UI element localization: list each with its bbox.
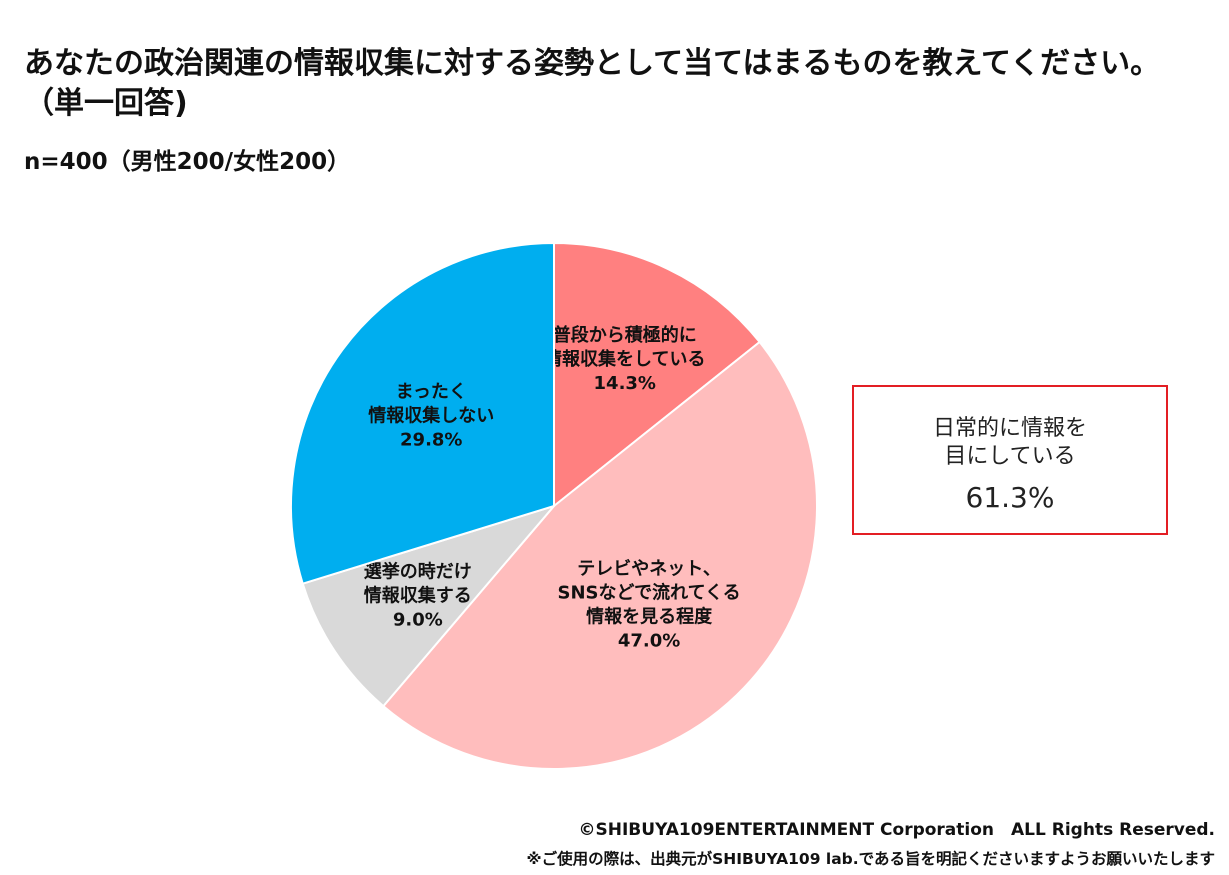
slice-category-label: 情報収集する [364, 585, 472, 607]
slice-value-label: 29.8% [400, 429, 462, 450]
slice-value-label: 9.0% [393, 610, 443, 631]
summary-callout-box: 日常的に情報を 目にしている 61.3% [852, 385, 1168, 535]
pie-slice [553, 241, 762, 509]
callout-value: 61.3% [965, 481, 1055, 514]
slice-category-label: 普段から積極的に [553, 324, 697, 346]
slice-label: 選挙の時だけ情報収集する 9.0% [364, 561, 472, 631]
slice-category-label: 情報を見る程度 [586, 605, 713, 627]
usage-notice: ※ご使用の際は、出典元がSHIBUYA109 lab.である旨を明記くださいます… [526, 850, 1215, 868]
callout-text: 日常的に情報を 目にしている [932, 416, 1087, 469]
pie-slice [301, 504, 557, 708]
slice-category-label: SNSなどで流れてくる [557, 581, 740, 603]
slice-value-label: 47.0% [618, 630, 680, 651]
copyright-text: ©SHIBUYA109ENTERTAINMENT Corporation ALL… [578, 820, 1215, 840]
slice-label: まったく情報収集しない 29.8% [368, 381, 494, 450]
slice-category-label: 情報収集をしている [544, 348, 705, 370]
slice-category-label: まったく [396, 381, 467, 402]
chart-title: あなたの政治関連の情報収集に対する姿勢として当てはまるものを教えてください。（単… [24, 46, 1161, 121]
slice-label: テレビやネット、 SNSなどで流れてくる情報を見る程度 47.0% [557, 558, 740, 651]
slice-category-label: テレビやネット、 [577, 558, 721, 579]
slice-category-label: 情報収集しない [368, 404, 494, 426]
pie-slice [290, 241, 555, 585]
chart-subtitle: n=400（男性200/女性200） [24, 149, 351, 175]
slice-label: 普段から積極的に情報収集をしている 14.3% [544, 324, 705, 394]
pie-slice [381, 340, 818, 770]
slice-category-label: 選挙の時だけ [364, 561, 472, 583]
slice-value-label: 14.3% [594, 373, 656, 394]
